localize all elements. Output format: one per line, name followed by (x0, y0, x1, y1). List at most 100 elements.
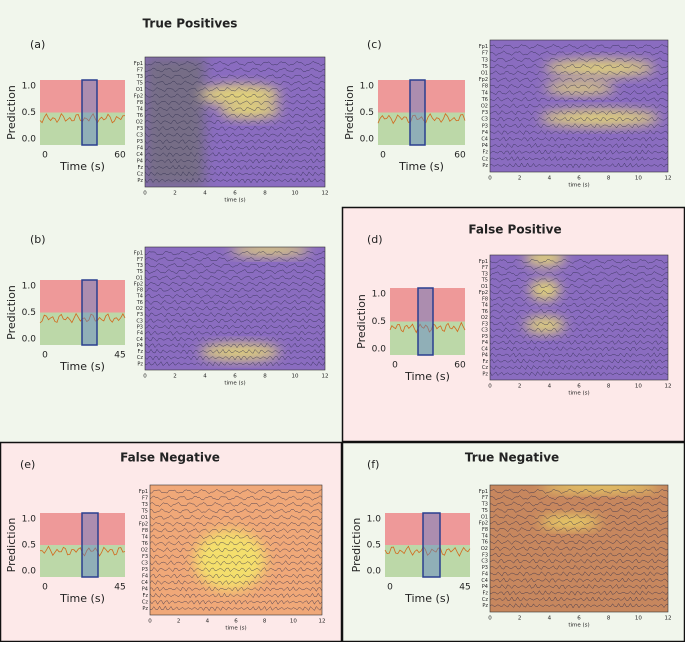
y-tick-label: 0.5 (372, 317, 386, 327)
channel-label: O2 (141, 548, 148, 554)
x-tick-label: 45 (114, 351, 125, 361)
channel-label: T4 (136, 294, 143, 300)
channel-label: C4 (136, 152, 143, 158)
eeg-trace (145, 67, 325, 73)
channel-label: P4 (482, 584, 488, 590)
channel-label: Fp1 (479, 259, 488, 265)
eeg-trace (490, 83, 668, 89)
channel-label: T6 (136, 113, 143, 119)
eeg-x-tick-label: 6 (577, 616, 581, 622)
eeg-trace (490, 321, 668, 327)
eeg-trace (145, 106, 325, 112)
y-tick-label: 1.0 (372, 290, 387, 300)
channel-label: T6 (481, 309, 488, 315)
channel-label: Fp2 (479, 521, 488, 527)
eeg-x-tick-label: 0 (143, 374, 147, 380)
channel-label: F8 (482, 527, 488, 533)
channel-label: C3 (136, 133, 143, 139)
eeg-x-tick-label: 2 (518, 384, 522, 390)
channel-label: Fp1 (134, 251, 143, 257)
channel-label: C3 (481, 328, 488, 334)
y-axis-label: Prediction (5, 285, 18, 340)
y-tick-label: 0.5 (22, 108, 36, 118)
channel-label: C4 (481, 137, 488, 143)
eeg-x-tick-label: 2 (177, 619, 181, 625)
channel-label: F4 (482, 340, 488, 346)
eeg-trace (145, 99, 325, 106)
eeg-trace (490, 63, 668, 70)
eeg-x-tick-label: 4 (203, 191, 207, 197)
channel-label: T5 (136, 269, 143, 275)
eeg-x-tick-label: 4 (206, 619, 210, 625)
eeg-trace (490, 370, 668, 377)
eeg-x-tick-label: 8 (263, 191, 267, 197)
attention-blob (540, 110, 660, 126)
eeg-trace (490, 514, 668, 520)
channel-label: F4 (482, 571, 488, 577)
eeg-x-tick-label: 10 (635, 384, 642, 390)
channel-label: C4 (141, 580, 148, 586)
channel-label: F4 (137, 331, 143, 337)
eeg-trace (145, 342, 325, 349)
channel-label: F3 (137, 312, 143, 318)
channel-label: Pz (482, 371, 488, 377)
x-axis-label: Time (s) (59, 360, 105, 373)
eeg-trace (150, 573, 322, 579)
channel-label: T5 (136, 81, 143, 87)
green-zone (385, 545, 470, 577)
channel-label: Fp1 (134, 61, 143, 67)
eeg-x-tick-label: 10 (292, 191, 299, 197)
eeg-trace (490, 308, 668, 314)
eeg-trace (145, 356, 325, 361)
channel-label: C3 (481, 559, 488, 565)
panel-label: (a) (30, 38, 45, 51)
eeg-x-tick-label: 6 (233, 191, 237, 197)
channel-label: O2 (481, 104, 488, 110)
eeg-x-tick-label: 2 (518, 616, 522, 622)
y-tick-label: 1.0 (22, 282, 37, 292)
channel-label: P3 (482, 565, 488, 571)
channel-label: T4 (481, 303, 488, 309)
section-title: True Positives (143, 17, 238, 31)
eeg-trace (490, 123, 668, 129)
channel-label: F3 (137, 126, 143, 132)
channel-label: F7 (137, 257, 143, 263)
eeg-frame (489, 484, 669, 613)
channel-label: Fz (142, 593, 148, 599)
channel-label: Fp2 (139, 522, 148, 528)
x-tick-label: 0 (42, 151, 48, 161)
eeg-trace (490, 289, 668, 295)
channel-label: Fz (482, 359, 488, 365)
y-axis-label: Prediction (5, 85, 18, 140)
x-axis-label: Time (s) (59, 592, 105, 605)
eeg-trace (150, 495, 322, 501)
channel-label: Pz (482, 603, 488, 609)
x-tick-label: 60 (454, 151, 466, 161)
channel-label: Fp2 (134, 281, 143, 287)
eeg-x-tick-label: 4 (548, 384, 552, 390)
channel-label: Fp1 (479, 489, 488, 495)
channel-label: O1 (481, 71, 488, 77)
eeg-map (150, 485, 322, 615)
eeg-x-axis-label: time (s) (568, 623, 589, 629)
eeg-frame (489, 254, 669, 381)
eeg-trace (490, 277, 668, 283)
eeg-frame (144, 56, 326, 188)
eeg-layer (145, 57, 325, 187)
eeg-trace (490, 271, 668, 277)
channel-label: T4 (481, 533, 488, 539)
channel-label: Fp1 (479, 44, 488, 50)
eeg-x-tick-label: 4 (548, 616, 552, 622)
eeg-trace (145, 256, 325, 262)
x-axis-label: Time (s) (404, 592, 450, 605)
y-tick-label: 1.0 (22, 515, 37, 525)
eeg-trace (150, 605, 322, 612)
eeg-trace (490, 57, 668, 63)
eeg-trace (150, 586, 322, 592)
channel-label: F7 (482, 51, 488, 57)
section-title: True Negative (465, 451, 559, 465)
eeg-trace (145, 158, 325, 164)
channel-label: Pz (137, 178, 143, 184)
eeg-x-tick-label: 2 (173, 374, 177, 380)
